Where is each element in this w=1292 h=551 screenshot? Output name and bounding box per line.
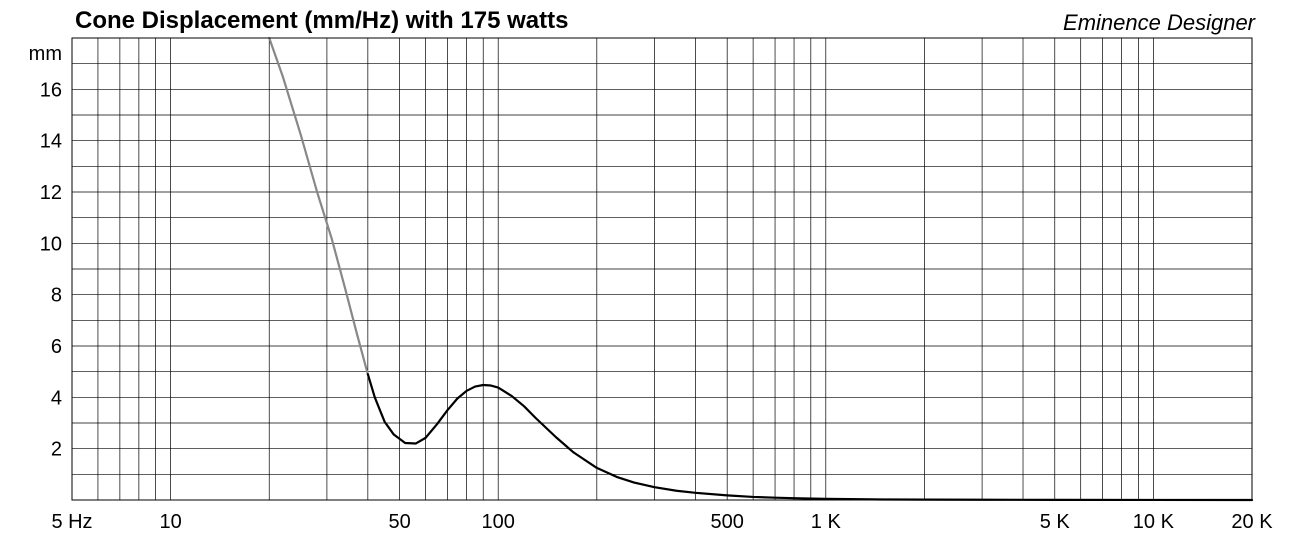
y-tick-label: 10 [40, 233, 62, 255]
grid-lines [72, 38, 1252, 500]
axis-labels: 5 Hz 10 50 100 500 1 K 5 K 10 K 20 K 2 4 6 8 10 12 14 16 [40, 79, 1273, 533]
y-tick-label: 16 [40, 79, 62, 101]
x-tick-label: 500 [710, 511, 743, 533]
plot-frame [71, 37, 1253, 501]
series-lines [268, 36, 1254, 502]
x-tick-label: 1 K [811, 511, 842, 533]
x-tick-label: 5 K [1040, 511, 1071, 533]
x-tick-label: 50 [388, 511, 410, 533]
x-tick-label: 10 [159, 511, 181, 533]
series-line-2 [366, 373, 1254, 502]
y-tick-label: 6 [51, 336, 62, 358]
chart-title: Cone Displacement (mm/Hz) with 175 watts [75, 7, 568, 34]
y-axis-unit-label: mm [29, 43, 62, 65]
y-tick-label: 2 [51, 439, 62, 461]
series-line-1 [268, 36, 369, 376]
y-tick-label: 12 [40, 182, 62, 204]
x-tick-label: 20 K [1231, 511, 1273, 533]
y-tick-label: 8 [51, 285, 62, 307]
x-tick-label: 5 Hz [51, 511, 92, 533]
y-tick-label: 4 [51, 387, 62, 409]
x-tick-label: 100 [482, 511, 515, 533]
y-tick-label: 14 [40, 131, 62, 153]
brand-label: Eminence Designer [1063, 10, 1257, 35]
x-tick-label: 10 K [1133, 511, 1175, 533]
